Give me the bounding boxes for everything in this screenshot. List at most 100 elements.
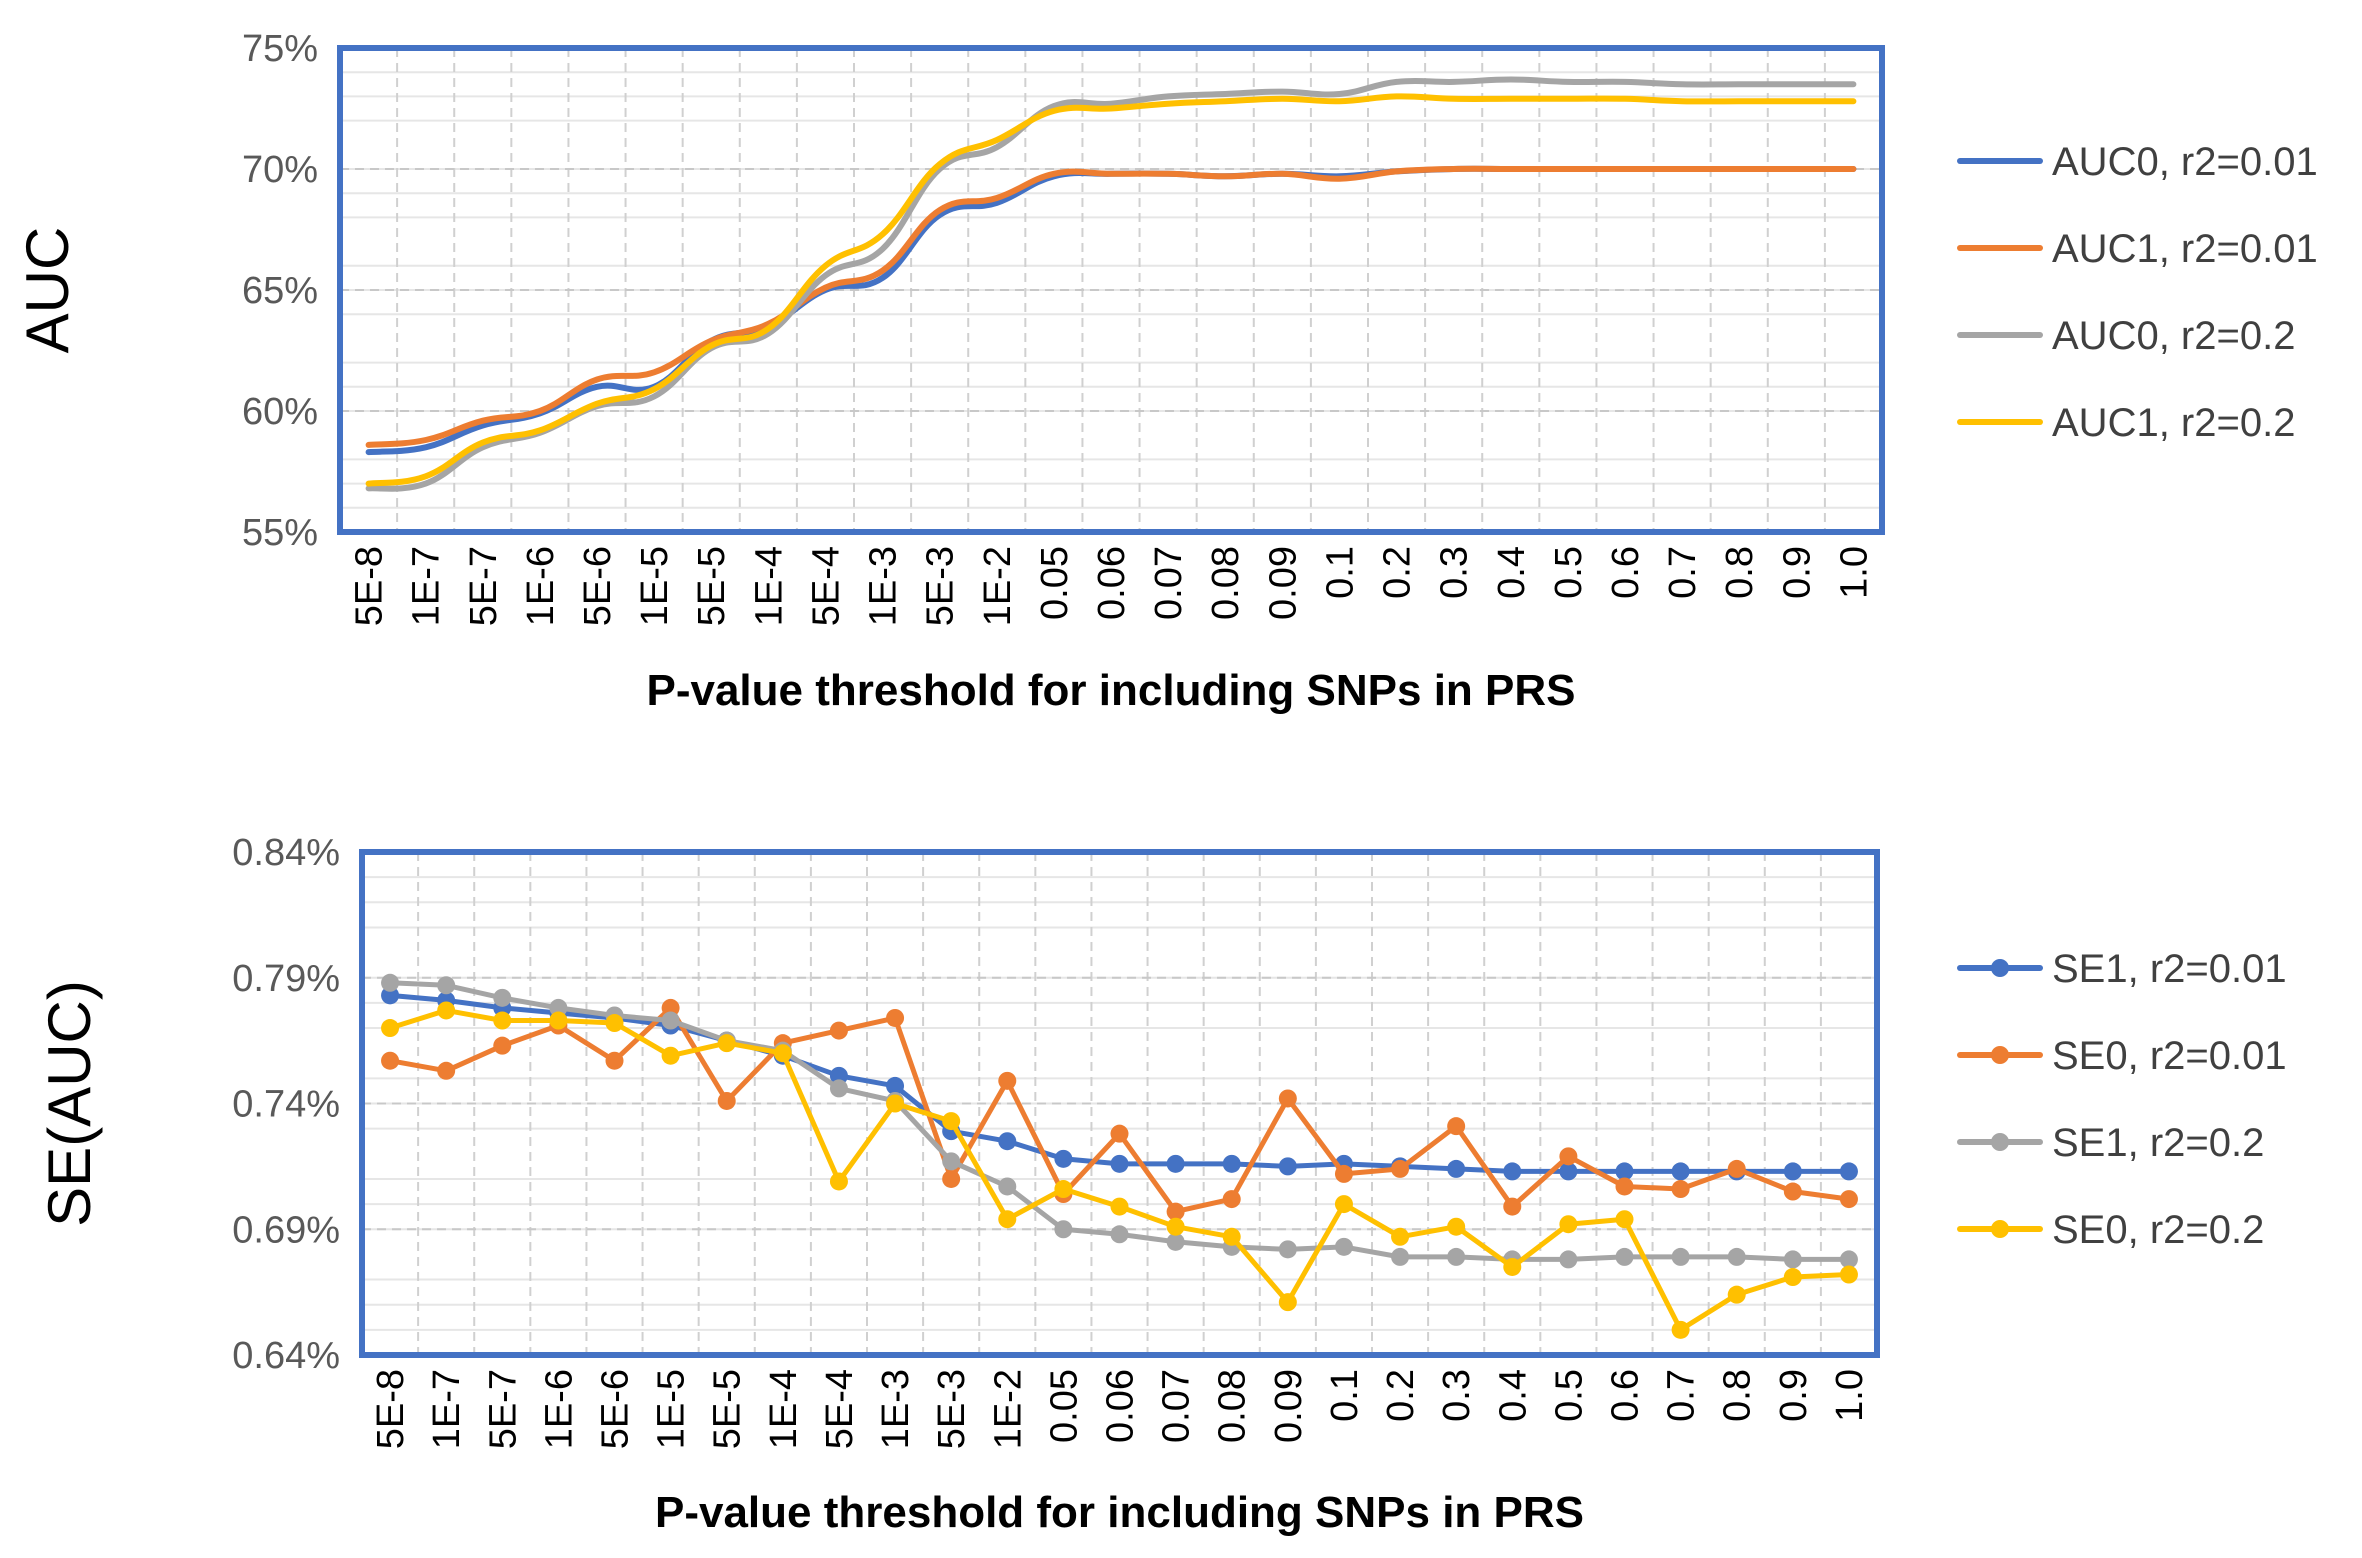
x-tick-label: 0.9 xyxy=(1773,1369,1815,1422)
data-point xyxy=(1222,1227,1241,1246)
data-point xyxy=(549,1011,568,1030)
legend-label: AUC1, r2=0.2 xyxy=(2052,401,2295,445)
x-tick-label: 0.6 xyxy=(1605,1369,1647,1422)
x-tick-label: 0.05 xyxy=(1043,1369,1085,1443)
x-tick-label: 0.7 xyxy=(1662,546,1704,599)
series-2 xyxy=(365,76,1857,492)
y-tick-label: 55% xyxy=(242,512,318,554)
data-point xyxy=(1839,1250,1858,1269)
x-tick-label: 0.4 xyxy=(1492,1369,1534,1422)
y-axis-title: AUC xyxy=(14,227,81,354)
x-tick-label: 1E-6 xyxy=(520,546,562,626)
data-point xyxy=(773,1044,792,1063)
x-tick-label: 0.07 xyxy=(1148,546,1190,620)
data-point xyxy=(1447,1247,1466,1266)
data-point xyxy=(605,1051,624,1070)
data-point xyxy=(1671,1320,1690,1339)
data-point xyxy=(381,1051,400,1070)
x-tick-label: 0.07 xyxy=(1156,1369,1198,1443)
x-tick-label: 5E-5 xyxy=(691,546,733,626)
data-point xyxy=(493,1011,512,1030)
x-tick-label: 5E-4 xyxy=(805,546,847,626)
data-point xyxy=(717,1091,736,1110)
x-tick-label: 1E-5 xyxy=(634,546,676,626)
data-point xyxy=(886,1076,905,1095)
legend-item: SE0, r2=0.01 xyxy=(1957,1034,2287,1078)
data-point xyxy=(1503,1162,1522,1181)
data-point xyxy=(493,1036,512,1055)
data-point xyxy=(549,998,568,1017)
data-point xyxy=(1783,1162,1802,1181)
series-line xyxy=(365,93,1857,487)
y-axis-title: SE(AUC) xyxy=(36,980,103,1227)
data-point xyxy=(1166,1154,1185,1173)
legend-label: AUC0, r2=0.2 xyxy=(2052,314,2295,358)
legend-marker xyxy=(1991,1046,2009,1064)
data-point xyxy=(1054,1220,1073,1239)
data-point xyxy=(1839,1190,1858,1209)
x-tick-label: 0.1 xyxy=(1324,1369,1366,1422)
data-point xyxy=(661,1011,680,1030)
legend-label: SE0, r2=0.01 xyxy=(2052,1034,2287,1078)
data-point xyxy=(1447,1217,1466,1236)
grid xyxy=(339,47,1883,533)
data-point xyxy=(1615,1177,1634,1196)
data-point xyxy=(1334,1237,1353,1256)
data-point xyxy=(1559,1147,1578,1166)
data-point xyxy=(1278,1157,1297,1176)
data-point xyxy=(1727,1159,1746,1178)
data-point xyxy=(942,1169,961,1188)
data-point xyxy=(605,1014,624,1033)
y-tick-label: 70% xyxy=(242,149,318,191)
x-tick-label: 0.08 xyxy=(1212,1369,1254,1443)
legend-label: AUC1, r2=0.01 xyxy=(2052,227,2318,271)
x-tick-label: 0.8 xyxy=(1717,1369,1759,1422)
data-point xyxy=(437,1001,456,1020)
data-point xyxy=(1559,1215,1578,1234)
data-point xyxy=(829,1172,848,1191)
x-tick-label: 1E-2 xyxy=(977,546,1019,626)
legend-item: SE0, r2=0.2 xyxy=(1957,1208,2264,1252)
plot-area-border xyxy=(337,45,1885,535)
x-tick-label: 5E-5 xyxy=(707,1369,749,1449)
data-point xyxy=(381,1019,400,1038)
data-point xyxy=(829,1079,848,1098)
data-point xyxy=(1559,1162,1578,1181)
legend-label: SE0, r2=0.2 xyxy=(2052,1208,2264,1252)
data-point xyxy=(886,1008,905,1027)
x-tick-label: 5E-8 xyxy=(349,546,391,626)
data-point xyxy=(1615,1247,1634,1266)
x-tick-label: 0.9 xyxy=(1776,546,1818,599)
data-point xyxy=(1615,1210,1634,1229)
data-point xyxy=(717,1034,736,1053)
x-axis-title: P-value threshold for including SNPs in … xyxy=(646,666,1575,715)
data-point xyxy=(1278,1240,1297,1259)
x-tick-label: 5E-3 xyxy=(931,1369,973,1449)
data-point xyxy=(1503,1257,1522,1276)
data-point xyxy=(1166,1232,1185,1251)
legend-label: SE1, r2=0.2 xyxy=(2052,1121,2264,1165)
x-tick-label: 1E-5 xyxy=(651,1369,693,1449)
data-point xyxy=(998,1071,1017,1090)
data-point xyxy=(1615,1162,1634,1181)
x-tick-label: 0.3 xyxy=(1436,1369,1478,1422)
series-1 xyxy=(365,165,1857,448)
x-tick-label: 0.4 xyxy=(1491,546,1533,599)
y-tick-label: 0.69% xyxy=(232,1209,340,1251)
data-point xyxy=(1671,1247,1690,1266)
x-tick-label: 0.09 xyxy=(1262,546,1304,620)
x-tick-label: 1E-7 xyxy=(426,1369,468,1449)
data-point xyxy=(1054,1149,1073,1168)
data-point xyxy=(1447,1117,1466,1136)
x-tick-label: 1E-4 xyxy=(763,1369,805,1449)
x-tick-label: 1.0 xyxy=(1833,546,1875,599)
legend-item: AUC0, r2=0.01 xyxy=(1957,140,2318,184)
legend: AUC0, r2=0.01 AUC1, r2=0.01 AUC0, r2=0.2 AU… xyxy=(1957,140,2318,445)
data-point xyxy=(381,973,400,992)
data-point xyxy=(1783,1250,1802,1269)
data-point xyxy=(1278,1089,1297,1108)
x-tick-label: 5E-7 xyxy=(482,1369,524,1449)
data-point xyxy=(886,1094,905,1113)
data-point xyxy=(1671,1180,1690,1199)
